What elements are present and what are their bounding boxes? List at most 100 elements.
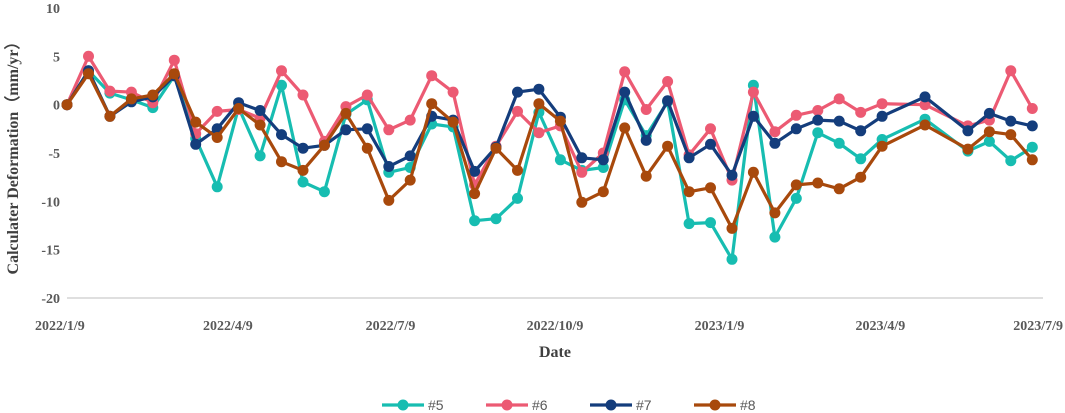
data-point bbox=[276, 129, 287, 141]
data-point bbox=[383, 124, 395, 136]
data-point bbox=[576, 196, 588, 208]
x-tick-label: 2023/4/9 bbox=[855, 319, 905, 334]
data-point bbox=[919, 119, 931, 131]
data-point bbox=[276, 156, 287, 168]
data-point bbox=[490, 213, 502, 225]
data-point bbox=[962, 125, 974, 137]
data-point bbox=[833, 115, 845, 127]
data-point bbox=[576, 166, 588, 178]
data-point bbox=[512, 164, 523, 176]
data-point bbox=[1005, 65, 1017, 77]
data-point bbox=[919, 91, 931, 103]
data-point bbox=[1026, 154, 1038, 166]
data-point bbox=[104, 110, 116, 122]
y-axis-title: Calculater Deformation（mm/yr） bbox=[4, 34, 22, 275]
data-point bbox=[769, 231, 781, 243]
data-point bbox=[619, 66, 631, 78]
series-n8 bbox=[61, 68, 1038, 234]
data-point bbox=[83, 50, 94, 62]
data-point bbox=[597, 186, 609, 198]
data-point bbox=[1026, 120, 1038, 132]
y-tick-label: -10 bbox=[41, 195, 60, 210]
data-point bbox=[426, 98, 438, 110]
data-point bbox=[554, 154, 566, 166]
data-point bbox=[361, 89, 373, 101]
data-point bbox=[147, 89, 159, 101]
data-point bbox=[983, 126, 995, 138]
data-point bbox=[705, 217, 716, 229]
legend-label: #5 bbox=[428, 397, 444, 413]
data-point bbox=[190, 138, 202, 150]
data-point bbox=[533, 127, 545, 139]
data-point bbox=[490, 142, 502, 154]
data-point bbox=[790, 192, 802, 204]
data-point bbox=[190, 116, 202, 128]
data-point bbox=[747, 166, 759, 178]
data-point bbox=[919, 99, 931, 111]
data-point bbox=[1005, 115, 1017, 127]
data-point bbox=[812, 114, 824, 126]
y-tick-label: 5 bbox=[53, 50, 60, 65]
data-point bbox=[254, 119, 266, 131]
data-point bbox=[983, 135, 995, 147]
data-point bbox=[512, 192, 523, 204]
data-point bbox=[276, 65, 287, 77]
data-point bbox=[769, 207, 781, 219]
data-point bbox=[705, 182, 716, 194]
data-point bbox=[726, 169, 738, 181]
legend-marker bbox=[501, 399, 513, 411]
data-point bbox=[340, 124, 352, 136]
y-axis-ticks: 10 5 0 -5 -10 -15 -20 bbox=[41, 2, 60, 307]
data-point bbox=[361, 142, 373, 154]
data-point bbox=[340, 107, 352, 119]
data-point bbox=[426, 70, 438, 82]
data-point bbox=[597, 162, 609, 173]
legend-marker bbox=[397, 399, 409, 411]
data-point bbox=[747, 110, 759, 122]
x-axis-ticks: 2022/1/9 2022/4/9 2022/7/9 2022/10/9 2023/1/… bbox=[35, 319, 1063, 334]
data-point bbox=[125, 93, 137, 105]
data-point bbox=[576, 152, 588, 164]
data-point bbox=[512, 86, 523, 98]
data-point bbox=[1005, 155, 1017, 167]
series-n5 bbox=[61, 65, 1038, 265]
data-point bbox=[833, 183, 845, 195]
data-point bbox=[254, 105, 266, 116]
data-point bbox=[533, 98, 545, 110]
x-tick-label: 2023/7/9 bbox=[1013, 319, 1063, 334]
series-layer bbox=[61, 50, 1038, 265]
data-point bbox=[533, 83, 545, 95]
data-point bbox=[297, 176, 309, 188]
data-point bbox=[683, 186, 695, 198]
data-point bbox=[447, 86, 459, 98]
data-point bbox=[855, 125, 867, 137]
legend-label: #6 bbox=[532, 397, 548, 413]
data-point bbox=[726, 222, 738, 234]
data-point bbox=[790, 109, 802, 121]
data-point bbox=[876, 98, 888, 110]
data-point bbox=[104, 85, 116, 97]
data-point bbox=[469, 165, 481, 177]
data-point bbox=[61, 99, 73, 111]
data-point bbox=[790, 123, 802, 135]
data-point bbox=[211, 105, 223, 117]
y-tick-label: -5 bbox=[48, 147, 60, 162]
legend-item: #7 bbox=[590, 397, 652, 413]
x-tick-label: 2022/4/9 bbox=[203, 319, 253, 334]
data-point bbox=[876, 110, 888, 122]
data-point bbox=[705, 138, 716, 150]
data-point bbox=[790, 179, 802, 191]
series-line bbox=[65, 69, 1034, 261]
data-point bbox=[640, 104, 652, 115]
data-point bbox=[233, 103, 245, 114]
data-point bbox=[297, 89, 309, 101]
data-point bbox=[168, 68, 180, 80]
data-point bbox=[254, 150, 266, 162]
data-point bbox=[962, 143, 974, 155]
data-point bbox=[855, 153, 867, 165]
data-point bbox=[640, 134, 652, 146]
legend: #5 #6 #7 #8 bbox=[382, 397, 756, 413]
x-tick-label: 2022/7/9 bbox=[366, 319, 416, 334]
data-point bbox=[469, 215, 481, 227]
